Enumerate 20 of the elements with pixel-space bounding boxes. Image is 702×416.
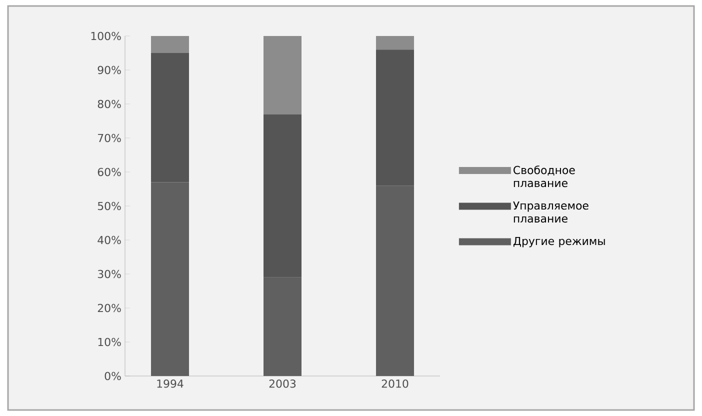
x-tick-label: 2010: [382, 380, 408, 388]
y-tick-label: 40%: [98, 236, 121, 244]
bar: [151, 36, 190, 53]
bar: [264, 36, 302, 114]
y-tick-label: 60%: [98, 168, 121, 176]
y-tick-label: 0%: [104, 372, 121, 380]
y-tick-label: 70%: [98, 134, 121, 142]
legend-label: Другие режимы: [513, 236, 605, 248]
y-tick-label: 90%: [98, 66, 121, 74]
x-tick-label: 2003: [269, 380, 296, 388]
y-tick-label: 20%: [98, 304, 121, 312]
legend-label: Управляемое плавание: [513, 202, 588, 223]
y-tick-label: 50%: [98, 202, 121, 210]
bar: [376, 36, 414, 50]
y-tick-label: 80%: [98, 100, 121, 108]
y-tick-label: 30%: [98, 270, 121, 278]
x-tick-label: 1994: [157, 380, 184, 388]
y-tick-label: 10%: [98, 338, 121, 346]
legend-label: Свободное плавание: [514, 166, 575, 188]
y-tick-label: 100%: [91, 32, 121, 40]
